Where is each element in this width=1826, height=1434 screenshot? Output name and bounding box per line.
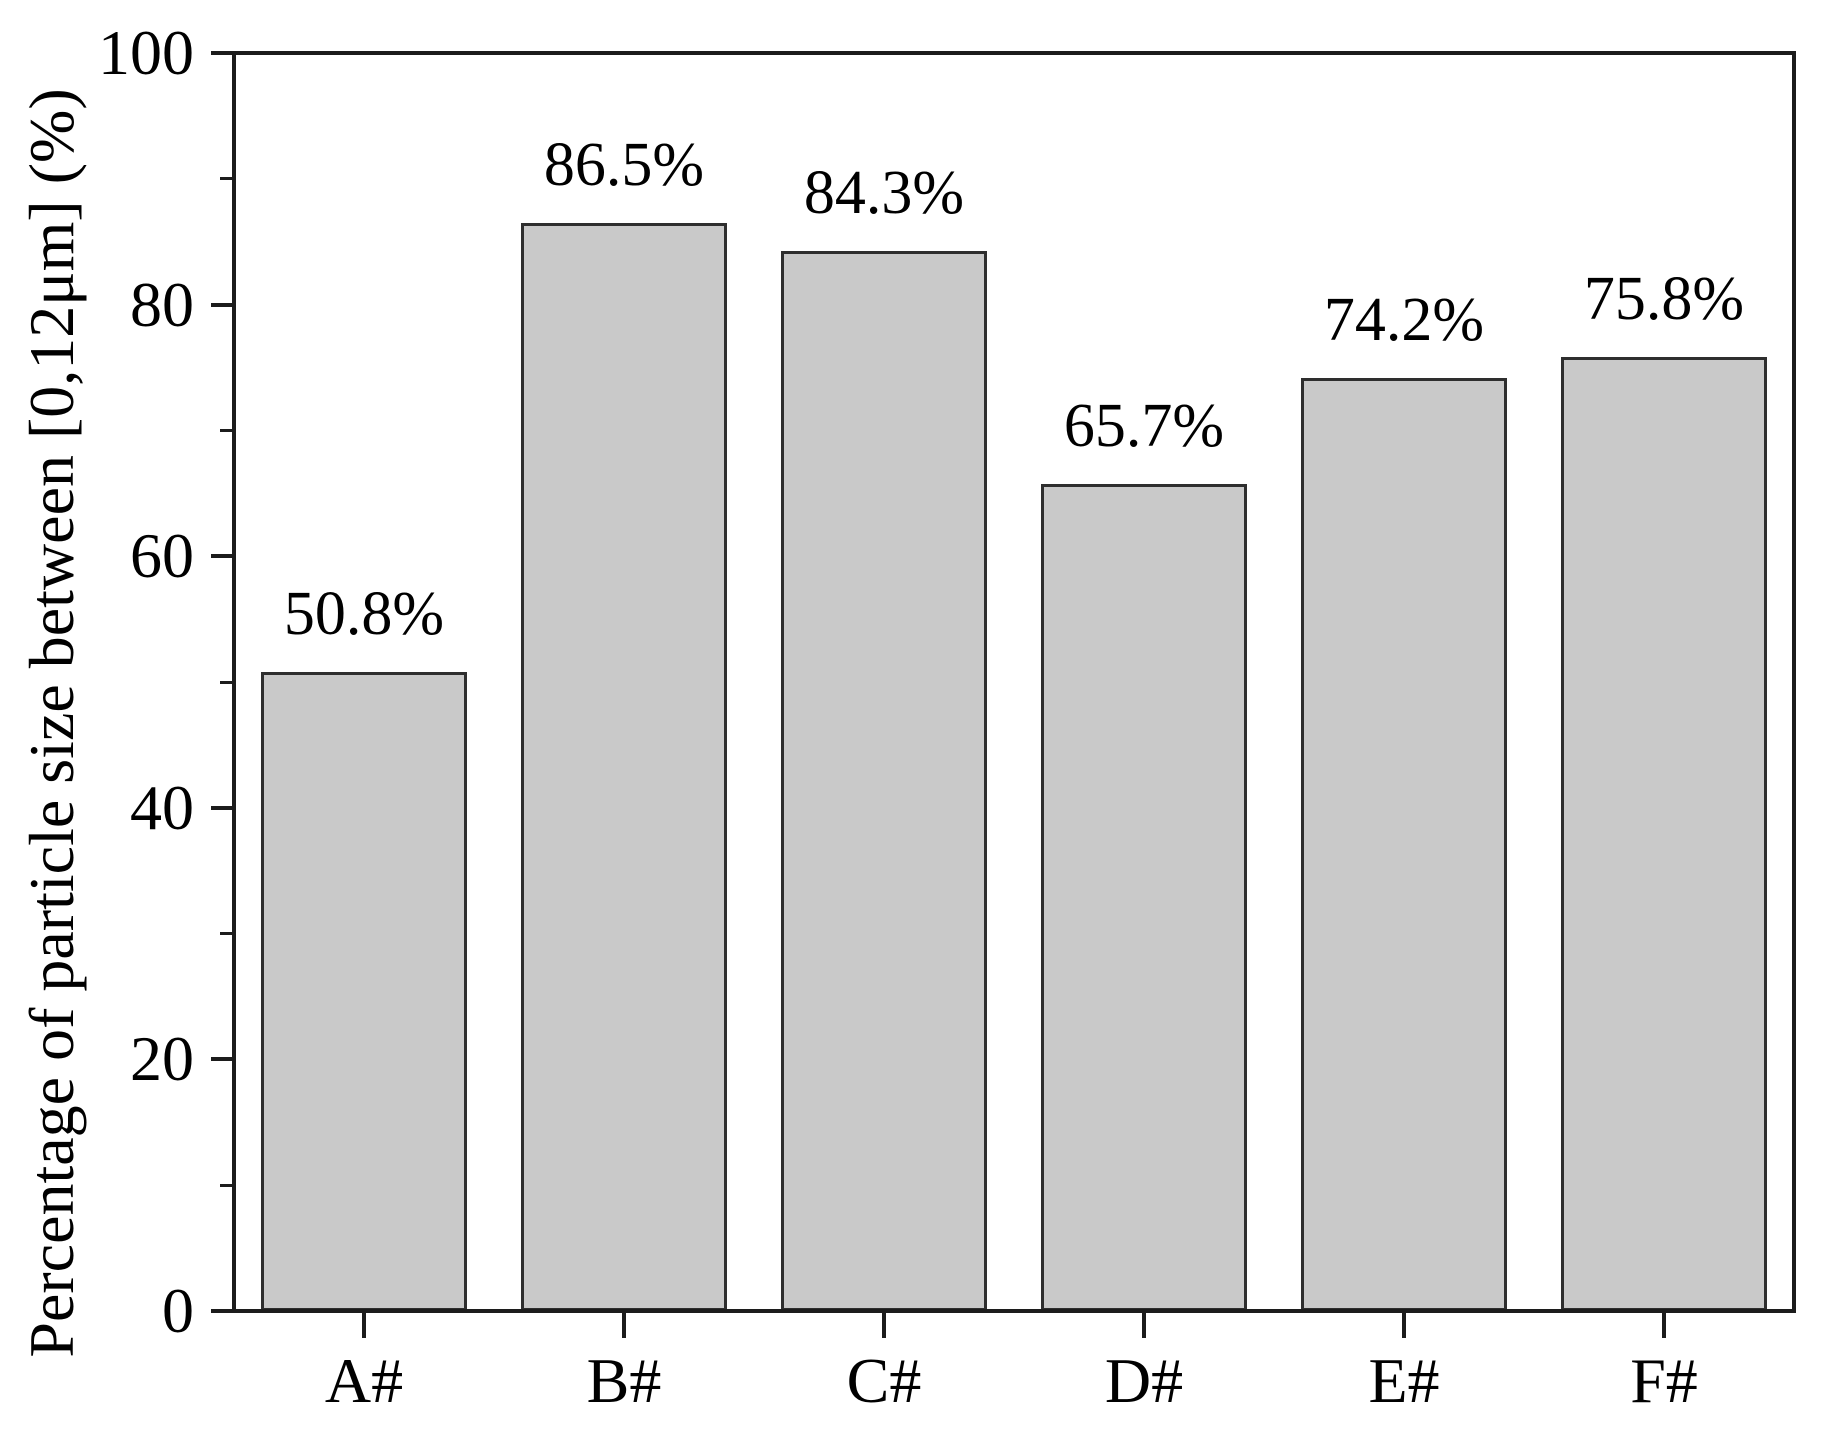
- y-tick-label: 40: [130, 771, 194, 843]
- x-category-label: E#: [1368, 1345, 1440, 1416]
- y-tick-label: 80: [130, 268, 194, 340]
- y-major-tick: [211, 1309, 233, 1313]
- y-major-tick: [211, 51, 233, 55]
- x-tick: [622, 1313, 626, 1338]
- x-tick: [1142, 1313, 1146, 1338]
- x-category-label: A#: [324, 1345, 404, 1416]
- y-minor-tick: [220, 1183, 233, 1187]
- y-tick-label: 100: [98, 17, 194, 88]
- y-major-tick: [211, 554, 233, 559]
- bar-b: [521, 222, 727, 1311]
- x-tick: [1662, 1313, 1666, 1338]
- bar-value-label: 74.2%: [1323, 285, 1485, 354]
- x-category-label: D#: [1104, 1345, 1184, 1416]
- y-major-tick: [211, 302, 233, 307]
- y-minor-tick: [220, 680, 233, 684]
- x-category-label: F#: [1630, 1345, 1698, 1416]
- bar-value-label: 50.8%: [283, 579, 445, 648]
- y-tick-label: 60: [130, 520, 194, 592]
- bar-c: [781, 250, 987, 1311]
- bar-value-label: 86.5%: [543, 130, 705, 199]
- bar-f: [1561, 357, 1767, 1311]
- bar-value-label: 65.7%: [1063, 392, 1225, 461]
- y-major-tick: [211, 805, 233, 810]
- y-major-tick: [211, 1057, 233, 1062]
- y-tick-label: 20: [130, 1023, 194, 1095]
- x-category-label: C#: [846, 1345, 922, 1416]
- x-category-label: B#: [586, 1345, 662, 1416]
- y-minor-tick: [220, 177, 233, 181]
- x-tick: [882, 1313, 886, 1338]
- y-tick-label: 0: [162, 1275, 194, 1346]
- bar-a: [261, 671, 467, 1311]
- x-tick: [1402, 1313, 1406, 1338]
- y-minor-tick: [220, 428, 233, 432]
- y-minor-tick: [220, 932, 233, 936]
- bar-value-label: 75.8%: [1583, 265, 1745, 334]
- bar-value-label: 84.3%: [803, 158, 965, 227]
- bar-d: [1041, 484, 1247, 1311]
- bar-e: [1301, 377, 1507, 1311]
- x-tick: [362, 1313, 366, 1338]
